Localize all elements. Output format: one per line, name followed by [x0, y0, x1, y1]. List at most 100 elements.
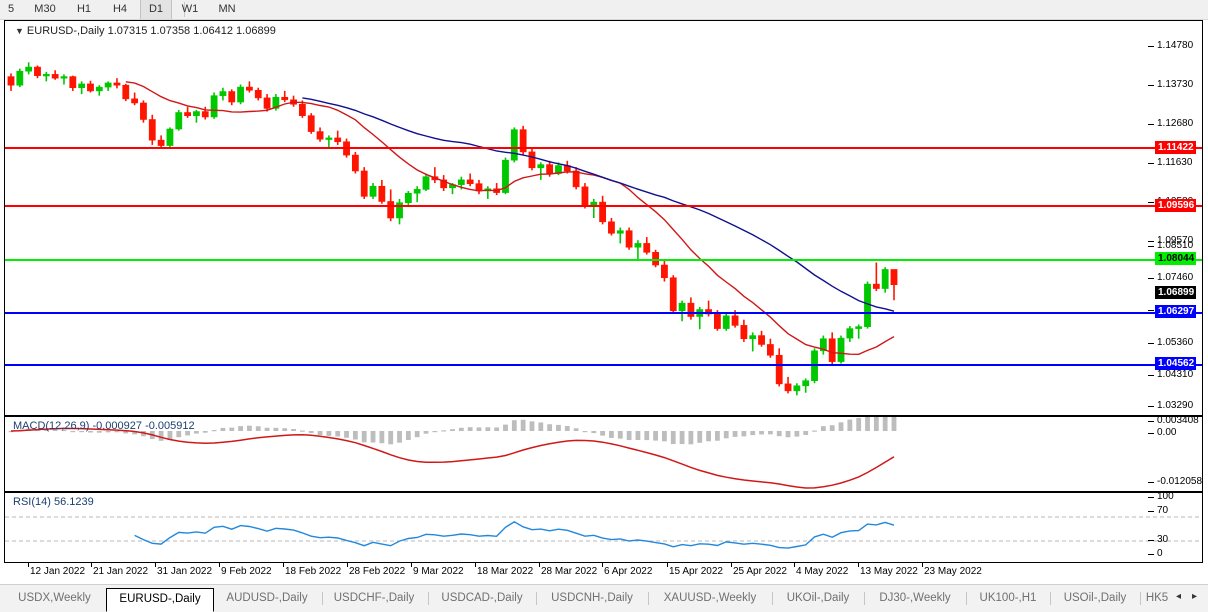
chart-header: ▼ EURUSD-,Daily 1.07315 1.07358 1.06412 1… — [15, 25, 276, 37]
macd-plot-area — [5, 417, 1202, 491]
chart-tab-dj30-weekly[interactable]: DJ30-,Weekly — [879, 592, 951, 604]
date-axis-label: 25 Apr 2022 — [733, 566, 787, 577]
date-axis-label: 15 Apr 2022 — [669, 566, 723, 577]
chart-tab-ukoil-daily[interactable]: UKOil-,Daily — [786, 592, 850, 604]
rsi-plot-area — [5, 493, 1202, 562]
macd-series — [8, 417, 897, 489]
date-tick — [411, 563, 412, 567]
chart-tab-bar[interactable]: ◂ ▸ USDX,Weekly EURUSD-,Daily AUDUSD-,Dail… — [0, 584, 1208, 612]
axis-tick — [1148, 85, 1154, 86]
date-tick — [283, 563, 284, 567]
rsi-axis-label: 100 — [1157, 491, 1174, 502]
axis-tick — [1148, 278, 1154, 279]
axis-tick — [1148, 124, 1154, 125]
axis-tick — [1148, 246, 1154, 247]
tab-separator — [864, 592, 865, 605]
resistance-line-2 — [5, 205, 1202, 207]
rsi-panel[interactable]: RSI(14) 56.1239 — [4, 492, 1203, 563]
timeframe-button-5[interactable]: 5 — [7, 3, 15, 15]
collapse-arrow-icon[interactable]: ▼ — [15, 26, 24, 36]
resistance-line-1 — [5, 147, 1202, 149]
chart-tab-hk5[interactable]: HK5 — [1145, 592, 1169, 604]
macd-panel[interactable]: MACD(12,26,9) -0.000927 -0.005912 — [4, 416, 1203, 492]
date-tick — [91, 563, 92, 567]
axis-tick — [1148, 406, 1154, 407]
date-axis-label: 18 Mar 2022 — [477, 566, 534, 577]
price-level-tag[interactable]: 1.08044 — [1155, 252, 1197, 265]
tab-separator — [966, 592, 967, 605]
macd-axis-label: -0.012058 — [1157, 476, 1203, 487]
rsi-series — [5, 516, 1202, 549]
price-level-tag[interactable]: 1.06297 — [1155, 305, 1197, 318]
timeframe-button-h1[interactable]: H1 — [76, 3, 92, 15]
macd-axis-label: 0.003408 — [1157, 415, 1199, 426]
axis-tick — [1148, 163, 1154, 164]
date-axis-label: 21 Jan 2022 — [93, 566, 149, 577]
price-scale[interactable]: 1.147801.137301.126801.116301.105801.095… — [1148, 20, 1207, 583]
chart-tab-usdchf-daily[interactable]: USDCHF-,Daily — [333, 592, 415, 604]
date-axis-label: 13 May 2022 — [860, 566, 918, 577]
chart-tab-uk100-h1[interactable]: UK100-,H1 — [979, 592, 1037, 604]
date-axis-label: 9 Mar 2022 — [413, 566, 464, 577]
macd-header: MACD(12,26,9) -0.000927 -0.005912 — [13, 420, 195, 432]
date-tick — [602, 563, 603, 567]
candlestick-series — [7, 62, 898, 396]
axis-tick — [1148, 511, 1154, 512]
price-panel[interactable]: ▼ EURUSD-,Daily 1.07315 1.07358 1.06412 1… — [4, 20, 1203, 416]
timeframe-button-d1[interactable]: D1 — [140, 0, 172, 19]
pivot-line — [5, 259, 1202, 261]
tab-separator — [1140, 592, 1141, 605]
timeframe-button-w1[interactable]: W1 — [181, 3, 199, 15]
tab-separator — [648, 592, 649, 605]
axis-tick — [1148, 46, 1154, 47]
date-tick — [858, 563, 859, 567]
axis-tick — [1148, 241, 1154, 242]
price-level-tag[interactable]: 1.09596 — [1155, 199, 1197, 212]
price-plot-area[interactable] — [5, 21, 1202, 415]
chart-tab-usdcad-daily[interactable]: USDCAD-,Daily — [441, 592, 523, 604]
date-tick — [219, 563, 220, 567]
date-tick — [731, 563, 732, 567]
date-tick — [475, 563, 476, 567]
timeframe-button-m30[interactable]: M30 — [34, 3, 56, 15]
date-tick — [347, 563, 348, 567]
date-tick — [794, 563, 795, 567]
chart-tab-usdcnh-daily[interactable]: USDCNH-,Daily — [551, 592, 633, 604]
price-axis-label: 1.13730 — [1157, 79, 1194, 90]
axis-tick — [1148, 375, 1154, 376]
price-axis-label: 1.05360 — [1157, 337, 1194, 348]
rsi-axis-label: 70 — [1157, 505, 1169, 516]
chart-tab-xauusd-weekly[interactable]: XAUUSD-,Weekly — [663, 592, 757, 604]
chart-tab-eurusd-daily[interactable]: EURUSD-,Daily — [106, 588, 214, 612]
price-level-tag[interactable]: 1.06899 — [1155, 286, 1197, 299]
price-axis-label: 1.08510 — [1157, 240, 1194, 251]
date-axis-label: 23 May 2022 — [924, 566, 982, 577]
chart-tab-audusd-daily[interactable]: AUDUSD-,Daily — [226, 592, 308, 604]
chart-tab-usoil-daily[interactable]: USOil-,Daily — [1063, 592, 1127, 604]
chart-tab-usdx-weekly[interactable]: USDX,Weekly — [18, 592, 91, 604]
date-axis-label: 28 Feb 2022 — [349, 566, 406, 577]
date-axis-label: 18 Feb 2022 — [285, 566, 342, 577]
date-tick — [28, 563, 29, 567]
timeframe-button-mn[interactable]: MN — [218, 3, 236, 15]
price-level-tag[interactable]: 1.11422 — [1155, 141, 1196, 154]
price-level-tag[interactable]: 1.04562 — [1155, 357, 1197, 370]
axis-tick — [1148, 482, 1154, 483]
date-tick — [155, 563, 156, 567]
rsi-axis-label: 0 — [1157, 548, 1163, 559]
date-axis-label: 4 May 2022 — [796, 566, 849, 577]
timeframe-button-h4[interactable]: H4 — [112, 3, 128, 15]
rsi-header: RSI(14) 56.1239 — [13, 496, 94, 508]
date-axis-label: 9 Feb 2022 — [221, 566, 272, 577]
date-axis-label: 28 Mar 2022 — [541, 566, 598, 577]
tab-nav-prev-icon[interactable]: ◂ — [1176, 591, 1182, 602]
axis-tick — [1148, 421, 1154, 422]
tab-separator — [536, 592, 537, 605]
price-axis-label: 1.04310 — [1157, 369, 1194, 380]
chart-header-text: EURUSD-,Daily 1.07315 1.07358 1.06412 1.… — [26, 25, 276, 37]
tab-nav-next-icon[interactable]: ▸ — [1192, 591, 1198, 602]
axis-tick — [1148, 497, 1154, 498]
price-axis-label: 1.07460 — [1157, 272, 1194, 283]
price-axis-label: 1.11630 — [1157, 157, 1193, 168]
date-axis: 12 Jan 2022 21 Jan 2022 31 Jan 2022 9 Feb 2… — [0, 563, 1207, 583]
